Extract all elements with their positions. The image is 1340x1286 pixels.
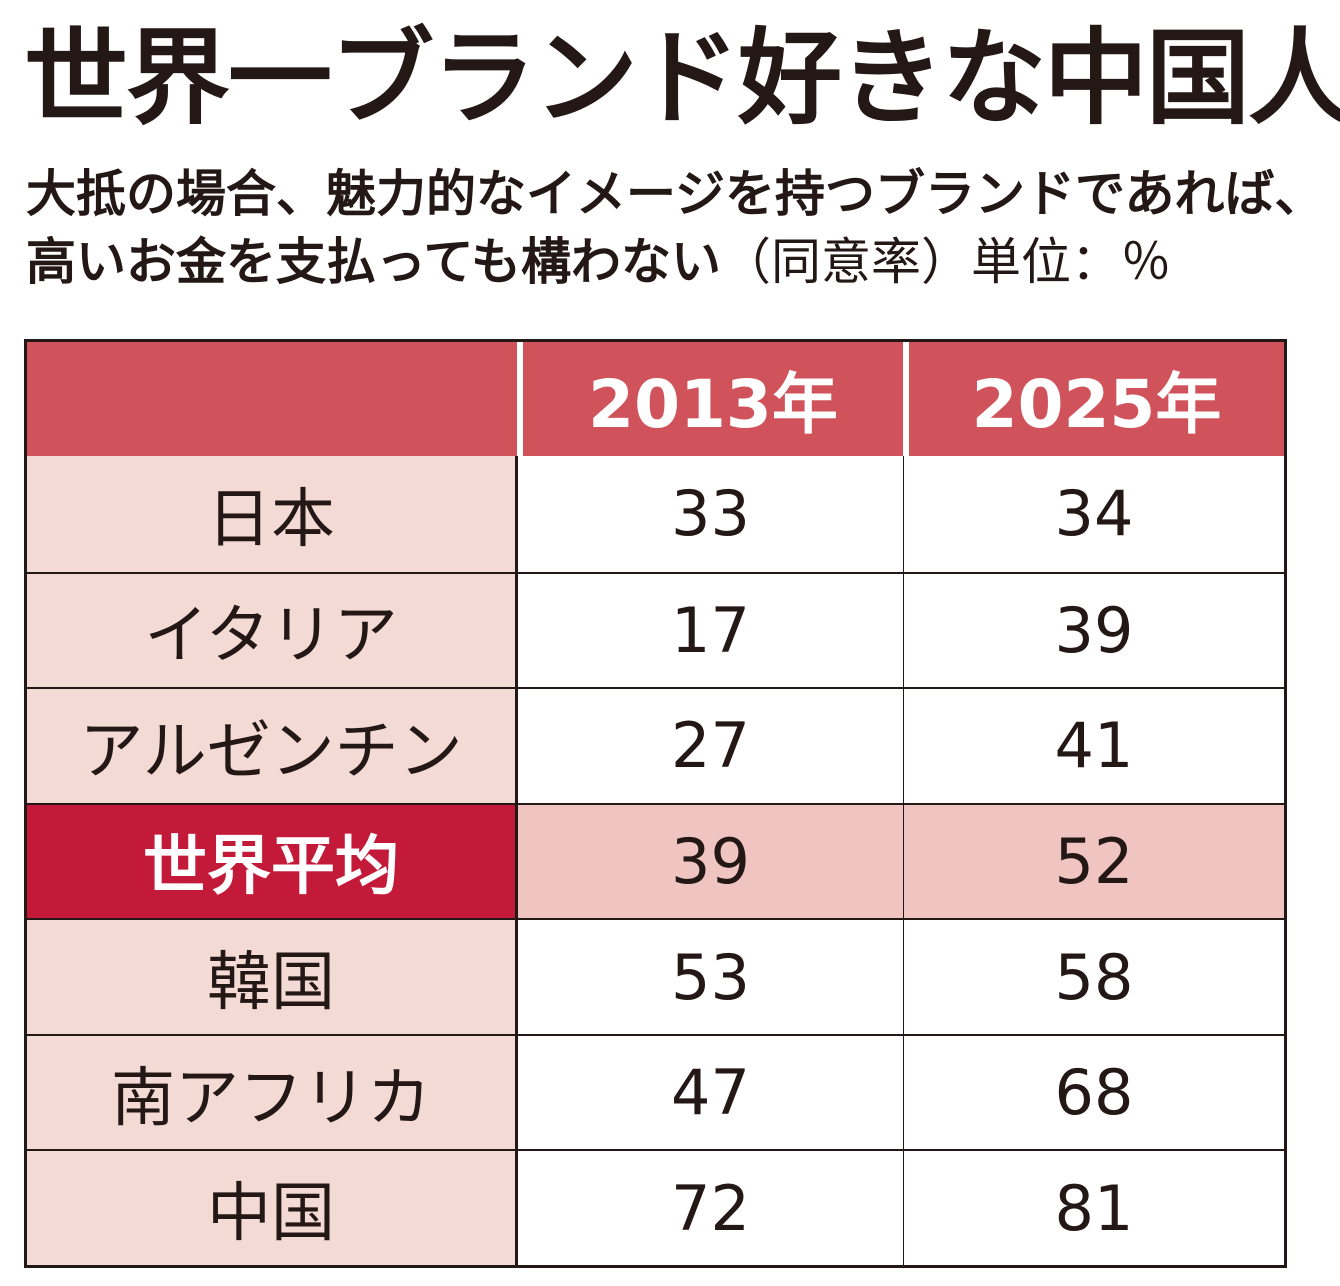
chart-title: 世界一ブランド好きな中国人 — [24, 17, 1340, 139]
value-2013: 39 — [517, 802, 903, 919]
value-2013: 47 — [517, 1033, 903, 1150]
row-label: イタリア — [27, 571, 517, 688]
value-2025: 58 — [903, 918, 1284, 1034]
value-2025: 68 — [903, 1033, 1284, 1150]
value-2013: 27 — [517, 687, 903, 803]
subtitle-main: 大抵の場合、魅力的なイメージを持つブランドであれば、高いお金を支払っても構わない — [26, 165, 1325, 291]
value-2013: 72 — [517, 1149, 903, 1265]
row-label: 韓国 — [27, 918, 517, 1034]
value-2025: 81 — [903, 1149, 1284, 1265]
value-2025: 39 — [903, 571, 1284, 688]
value-2025: 52 — [903, 802, 1284, 919]
row-label: 南アフリカ — [27, 1033, 517, 1150]
row-label: 世界平均 — [27, 802, 517, 919]
chart-subtitle: 大抵の場合、魅力的なイメージを持つブランドであれば、高いお金を支払っても構わない… — [26, 160, 1326, 296]
row-label: アルゼンチン — [27, 687, 517, 803]
value-2013: 53 — [517, 918, 903, 1034]
header-2025: 2025年 — [903, 342, 1284, 456]
value-2013: 33 — [517, 456, 903, 572]
subtitle-unit-note: （同意率）単位：％ — [721, 233, 1171, 291]
data-table: 2013年 2025年 日本 33 34 イタリア 17 39 アルゼンチン 2… — [24, 339, 1287, 1268]
header-corner-cell — [27, 342, 517, 456]
row-label: 中国 — [27, 1149, 517, 1265]
value-2013: 17 — [517, 571, 903, 688]
value-2025: 41 — [903, 687, 1284, 803]
row-label: 日本 — [27, 456, 517, 572]
value-2025: 34 — [903, 456, 1284, 572]
header-2013: 2013年 — [517, 342, 903, 456]
